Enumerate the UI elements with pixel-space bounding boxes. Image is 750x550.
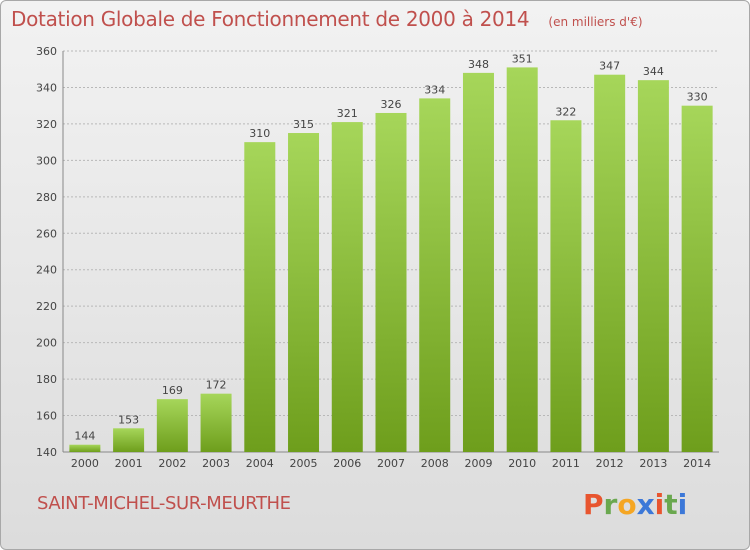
- labels-layer: 140 160 180 200 220 240 260 280 300 320 340 360 144 2…: [36, 45, 711, 470]
- data-label: 330: [687, 91, 708, 104]
- y-tick-label: 240: [36, 264, 57, 277]
- y-tick-label: 200: [36, 337, 57, 350]
- x-tick-label: 2013: [639, 457, 667, 470]
- logo-letter: r: [603, 488, 618, 521]
- y-tick-label: 220: [36, 300, 57, 313]
- x-tick-label: 2006: [333, 457, 361, 470]
- logo-letter: o: [617, 488, 637, 521]
- y-tick-label: 360: [36, 45, 57, 58]
- commune-name: SAINT-MICHEL-SUR-MEURTHE: [37, 493, 291, 514]
- y-tick-label: 260: [36, 227, 57, 240]
- bars-layer: [69, 67, 713, 453]
- x-tick-label: 2004: [246, 457, 274, 470]
- logo-letter: i: [654, 488, 665, 521]
- data-label: 351: [512, 52, 533, 65]
- data-label: 347: [599, 60, 620, 73]
- bar-2004: [244, 142, 276, 453]
- bar-2002: [156, 399, 188, 452]
- x-tick-label: 2008: [421, 457, 449, 470]
- bar-2003: [200, 393, 232, 452]
- proxiti-logo: Proxiti: [583, 488, 687, 521]
- bar-2013: [637, 80, 669, 452]
- logo-letter: t: [664, 488, 678, 521]
- x-tick-label: 2007: [377, 457, 405, 470]
- x-tick-label: 2009: [464, 457, 492, 470]
- bar-2011: [550, 120, 582, 452]
- x-tick-label: 2000: [71, 457, 99, 470]
- data-label: 344: [643, 65, 664, 78]
- data-label: 326: [381, 98, 402, 111]
- x-tick-label: 2002: [158, 457, 186, 470]
- x-tick-label: 2010: [508, 457, 536, 470]
- x-tick-label: 2014: [683, 457, 711, 470]
- x-tick-label: 2012: [596, 457, 624, 470]
- x-tick-label: 2005: [290, 457, 318, 470]
- y-tick-label: 160: [36, 410, 57, 423]
- bar-2001: [113, 428, 145, 452]
- data-label: 172: [206, 379, 227, 392]
- data-label: 334: [424, 83, 445, 96]
- x-tick-label: 2011: [552, 457, 580, 470]
- bar-2000: [69, 444, 101, 452]
- data-label: 153: [118, 413, 139, 426]
- x-tick-label: 2003: [202, 457, 230, 470]
- bar-2014: [681, 105, 713, 452]
- y-tick-label: 320: [36, 118, 57, 131]
- chart-subtitle: (en milliers d'€): [548, 15, 643, 29]
- data-label: 322: [555, 105, 576, 118]
- data-label: 310: [249, 127, 270, 140]
- data-label: 144: [74, 430, 95, 443]
- y-tick-label: 340: [36, 81, 57, 94]
- data-label: 315: [293, 118, 314, 131]
- y-tick-label: 280: [36, 191, 57, 204]
- bar-2010: [506, 67, 538, 453]
- chart-title: Dotation Globale de Fonctionnement de 20…: [11, 7, 530, 31]
- data-label: 348: [468, 58, 489, 71]
- bar-2012: [594, 74, 626, 452]
- logo-letter: P: [583, 488, 604, 521]
- bar-2008: [419, 98, 451, 453]
- x-tick-label: 2001: [115, 457, 143, 470]
- bar-2009: [462, 72, 494, 452]
- y-tick-label: 300: [36, 154, 57, 167]
- bar-2007: [375, 112, 407, 453]
- y-tick-label: 140: [36, 446, 57, 459]
- bar-2005: [288, 133, 320, 453]
- logo-letter: i: [677, 488, 688, 521]
- data-label: 169: [162, 384, 183, 397]
- data-label: 321: [337, 107, 358, 120]
- bar-2006: [331, 122, 363, 452]
- title-row: Dotation Globale de Fonctionnement de 20…: [11, 7, 643, 31]
- logo-letter: x: [636, 488, 655, 521]
- y-tick-label: 180: [36, 373, 57, 386]
